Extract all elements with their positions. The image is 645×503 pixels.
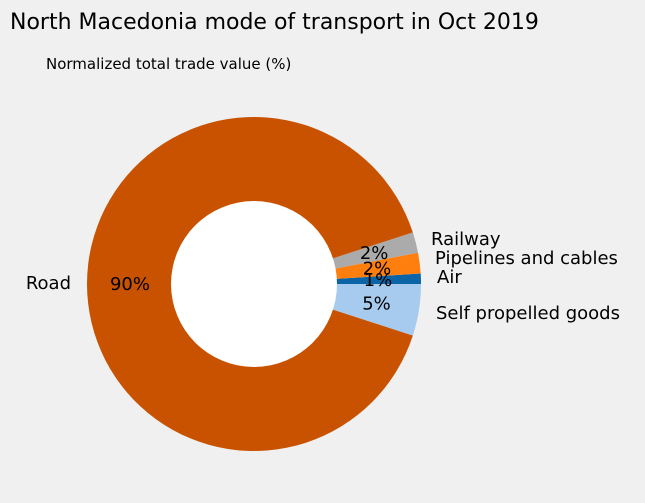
donut-hole bbox=[171, 201, 337, 367]
category-label-pipelines-and-cables: Pipelines and cables bbox=[435, 248, 618, 269]
category-label-railway: Railway bbox=[431, 229, 501, 250]
pct-label-self-propelled-goods: 5% bbox=[362, 293, 391, 314]
category-label-road: Road bbox=[26, 273, 71, 294]
pct-label-road: 90% bbox=[110, 274, 150, 295]
pct-label-pipelines-and-cables: 2% bbox=[363, 258, 392, 279]
chart-subtitle: Normalized total trade value (%) bbox=[46, 55, 291, 73]
pct-label-railway: 2% bbox=[360, 243, 389, 264]
pct-label-air: 1% bbox=[364, 270, 393, 291]
labels-group: 5% Self propelled goods 1% Air 2% Pipelines a… bbox=[26, 229, 620, 324]
category-label-self-propelled-goods: Self propelled goods bbox=[436, 303, 620, 324]
category-label-air: Air bbox=[437, 267, 462, 288]
chart-title: North Macedonia mode of transport in Oct… bbox=[10, 10, 539, 35]
